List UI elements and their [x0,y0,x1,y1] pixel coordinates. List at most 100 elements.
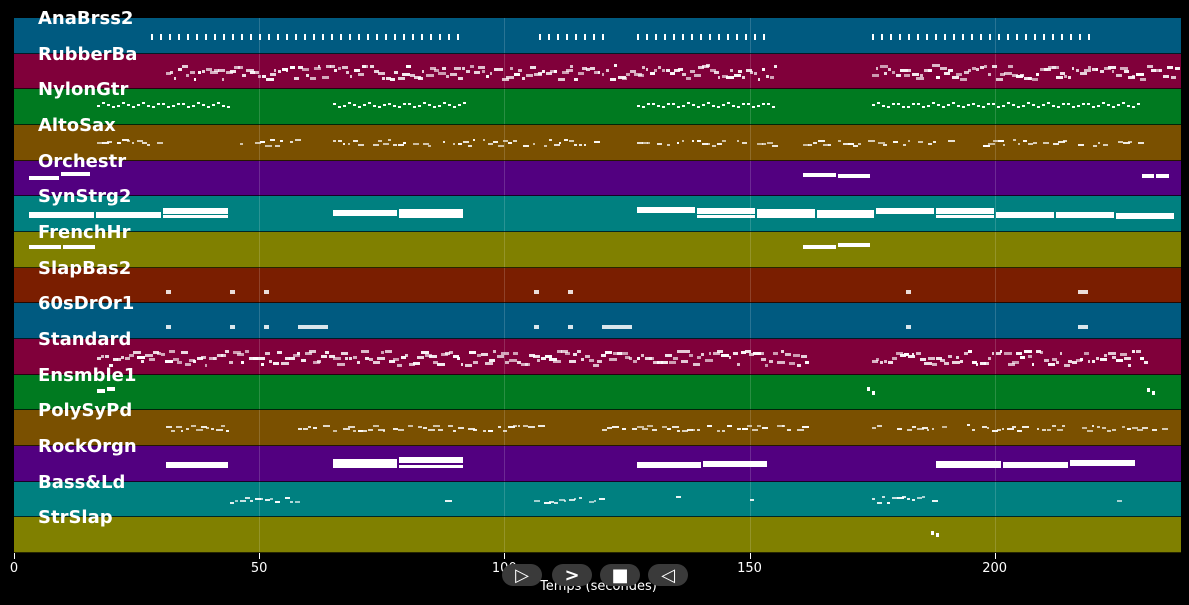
track-label: SynStrg2 [38,186,132,208]
note [405,353,408,357]
note [340,34,343,41]
note [462,140,469,143]
note [967,424,971,427]
note [716,143,722,146]
note [823,143,829,146]
note [602,325,632,330]
note [485,361,494,365]
note [912,72,919,76]
note [554,69,557,73]
note [541,356,546,360]
note [546,71,553,75]
note [582,66,587,70]
note [437,104,441,107]
note [976,68,980,72]
track-label: 60sDrOr1 [38,293,135,315]
note [1092,425,1095,428]
note [298,325,328,330]
note [605,351,612,355]
note [209,357,217,361]
note [711,104,715,107]
note [402,142,406,145]
note [145,353,153,357]
note [182,65,188,69]
note [904,74,911,78]
note [997,105,1001,108]
note [671,103,675,106]
note [187,34,190,41]
note [342,65,348,69]
note [298,427,302,430]
note [461,362,464,366]
note [538,72,542,76]
note [306,74,309,78]
note [601,34,604,41]
play-button[interactable]: ▷ [502,564,542,586]
note [781,349,785,353]
note [343,428,351,431]
note [1170,75,1176,79]
note [948,140,956,143]
note [1120,66,1128,70]
note [883,143,887,146]
forward-button[interactable]: > [552,564,592,586]
note [214,69,220,73]
note [318,64,321,68]
back-button[interactable]: ◁ [648,564,688,586]
note [1166,66,1173,70]
note [676,105,680,108]
note [277,34,280,41]
note [690,70,695,74]
note [502,140,509,143]
note [259,34,262,41]
note [565,34,568,41]
note [264,325,269,330]
note [330,65,335,69]
note [258,74,262,78]
note [505,360,509,364]
note [332,464,397,468]
note [858,143,862,145]
note [270,73,277,77]
note [980,34,983,41]
note [678,67,683,71]
note [246,68,254,72]
note [214,34,217,41]
note [97,142,103,145]
note [1112,70,1115,74]
note [308,426,311,429]
note [542,69,545,73]
note [853,144,859,147]
note [877,425,883,428]
note [1127,104,1131,107]
forward-icon: > [564,564,580,586]
note [625,356,631,360]
note [713,351,720,355]
note [1132,106,1136,109]
note [912,102,916,105]
note [1078,325,1088,330]
note [181,429,184,432]
note [376,34,379,41]
note [1017,429,1023,432]
note [513,352,519,356]
note [742,428,749,431]
track-label: AltoSax [38,115,116,136]
note [122,102,126,105]
note [213,356,217,360]
stop-button[interactable]: ■ [600,564,640,586]
note [932,427,935,430]
note [912,499,916,502]
note [717,350,723,354]
note [338,66,341,70]
note [1064,74,1067,78]
note [457,34,460,41]
note [543,144,547,147]
note [899,34,902,41]
track-band [14,160,1181,197]
note [900,353,906,357]
note [181,351,188,355]
note [1116,73,1122,77]
note [609,357,617,361]
note [709,351,712,355]
